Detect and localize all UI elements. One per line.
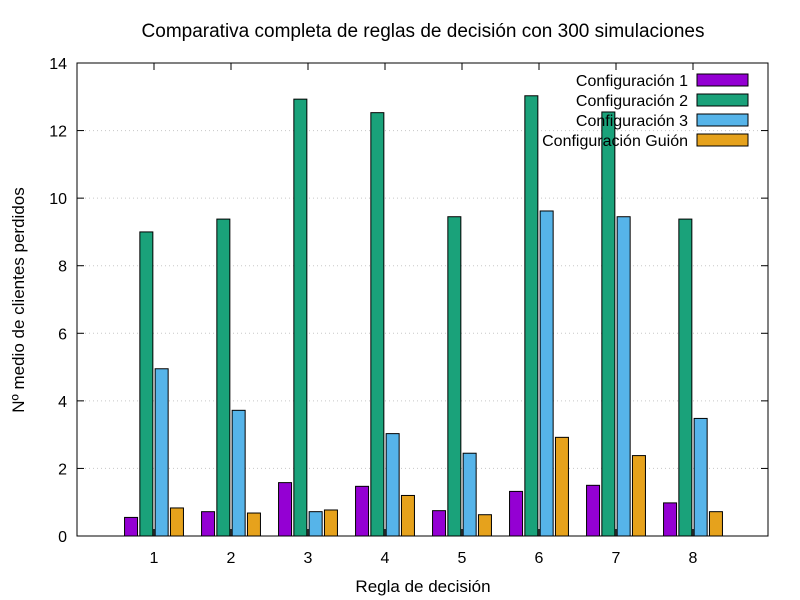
chart-title: Comparativa completa de reglas de decisi… [142,21,705,42]
bar-configuraci-n-2-4 [370,112,385,537]
bar-configuraci-n-3-2 [231,409,246,537]
x-tick-label: 1 [150,550,159,567]
bar-configuraci-n-gui-n-3 [323,509,338,537]
legend-label: Configuración 2 [576,93,688,110]
legend-label: Configuración 3 [576,113,688,130]
y-tick-label: 10 [49,191,67,208]
x-axis: 1 2 3 4 5 6 7 8 [150,63,698,567]
legend-swatch [696,93,749,107]
bar-configuraci-n-2-6 [524,95,539,537]
legend-label: Configuración 1 [576,73,688,90]
bar-configuraci-n-2-8 [678,218,693,537]
bar-configuraci-n-3-5 [462,452,477,537]
bar-configuraci-n-gui-n-1 [169,507,184,537]
bar-configuraci-n-2-5 [447,216,462,537]
bar-configuraci-n-1-8 [663,502,678,537]
legend-swatch [696,133,749,147]
y-tick-label: 4 [58,394,67,411]
bar-configuraci-n-1-1 [124,516,139,537]
y-tick-label: 8 [58,259,67,276]
y-axis-label: Nº medio de clientes perdidos [9,187,28,412]
y-tick-label: 12 [49,124,67,141]
x-tick-label: 3 [304,550,313,567]
x-tick-label: 6 [535,550,544,567]
bar-configuraci-n-gui-n-7 [631,455,646,537]
y-axis: 0 2 4 6 8 10 12 14 [49,56,768,546]
x-tick-label: 7 [612,550,621,567]
bar-configuraci-n-3-7 [616,216,631,537]
bar-configuraci-n-3-1 [154,368,169,537]
x-tick-label: 5 [458,550,467,567]
legend-swatch [696,73,749,87]
bar-configuraci-n-gui-n-2 [246,512,261,537]
bar-configuraci-n-1-5 [432,510,447,537]
bar-configuraci-n-3-6 [539,210,554,537]
grid-lines [77,130,768,469]
bar-configuraci-n-gui-n-5 [477,514,492,537]
bar-configuraci-n-1-7 [586,484,601,537]
y-tick-label: 0 [58,529,67,546]
bar-configuraci-n-2-2 [216,218,231,537]
bar-configuraci-n-3-3 [308,511,323,537]
bar-configuraci-n-2-7 [601,111,616,537]
y-tick-label: 14 [49,56,67,73]
bar-configuraci-n-gui-n-6 [554,436,569,537]
plot-frame [76,62,769,537]
bar-configuraci-n-gui-n-4 [400,494,415,537]
legend: Configuración 1 Configuración 2 Configurac… [542,73,749,150]
bar-configuraci-n-3-4 [385,433,400,537]
y-tick-label: 2 [58,461,67,478]
legend-label: Configuración Guión [542,133,688,150]
bar-configuraci-n-gui-n-8 [708,511,723,537]
legend-swatch [696,113,749,127]
x-tick-label: 2 [227,550,236,567]
bars-group [124,95,723,537]
bar-configuraci-n-1-6 [509,490,524,537]
bar-configuraci-n-2-3 [293,98,308,537]
bar-configuraci-n-1-2 [201,511,216,537]
bar-configuraci-n-2-1 [139,231,154,537]
x-axis-label: Regla de decisión [355,577,490,596]
bar-configuraci-n-1-4 [355,485,370,537]
x-tick-label: 8 [689,550,698,567]
bar-configuraci-n-1-3 [278,482,293,537]
x-tick-label: 4 [381,550,390,567]
bar-configuraci-n-3-8 [693,417,708,537]
y-tick-label: 6 [58,326,67,343]
